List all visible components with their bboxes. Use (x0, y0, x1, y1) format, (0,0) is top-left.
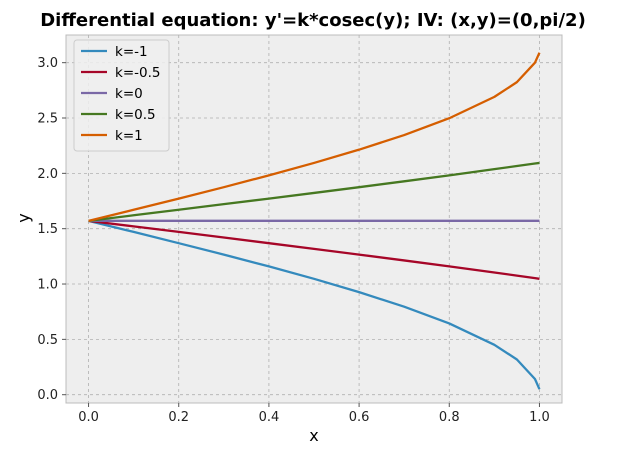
legend-label: k=0.5 (115, 107, 156, 123)
series-line-k=-1 (88, 219, 541, 390)
axis-ticks: 0.0 0.2 0.4 0.6 0.8 1.0 0.0 0.5 1.0 1.5 2.0 2.5 3.0 (37, 56, 549, 425)
y-tick-label: 2.0 (37, 167, 58, 182)
series-line-k=1 (88, 52, 541, 222)
x-tick-label: 0.6 (349, 410, 370, 425)
series-line-k=-0.5 (88, 219, 540, 280)
x-tick-label: 0.4 (259, 410, 280, 425)
series-lines (88, 52, 541, 390)
y-tick-label: 0.5 (37, 333, 58, 348)
y-tick-label: 2.5 (37, 112, 58, 127)
y-tick-label: 0.0 (37, 388, 58, 403)
y-tick-label: 1.5 (37, 222, 58, 237)
legend: k=-1 k=-0.5 k=0 k=0.5 k=1 (73, 39, 170, 152)
y-tick-label: 3.0 (37, 56, 58, 71)
legend-label: k=-1 (115, 44, 148, 60)
x-tick-label: 0.2 (168, 410, 189, 425)
legend-label: k=1 (115, 128, 143, 144)
chart-title: Differential equation: y'=k*cosec(y); IV… (40, 10, 586, 31)
legend-box (73, 39, 170, 152)
x-tick-label: 1.0 (529, 410, 550, 425)
x-axis-label: x (309, 426, 318, 445)
x-tick-label: 0.8 (439, 410, 460, 425)
series-line-k=0.5 (88, 161, 540, 222)
y-tick-label: 1.0 (37, 278, 58, 293)
y-axis-label: y (14, 213, 33, 222)
x-tick-label: 0.0 (78, 410, 99, 425)
legend-label: k=0 (115, 86, 143, 102)
legend-label: k=-0.5 (115, 65, 160, 81)
